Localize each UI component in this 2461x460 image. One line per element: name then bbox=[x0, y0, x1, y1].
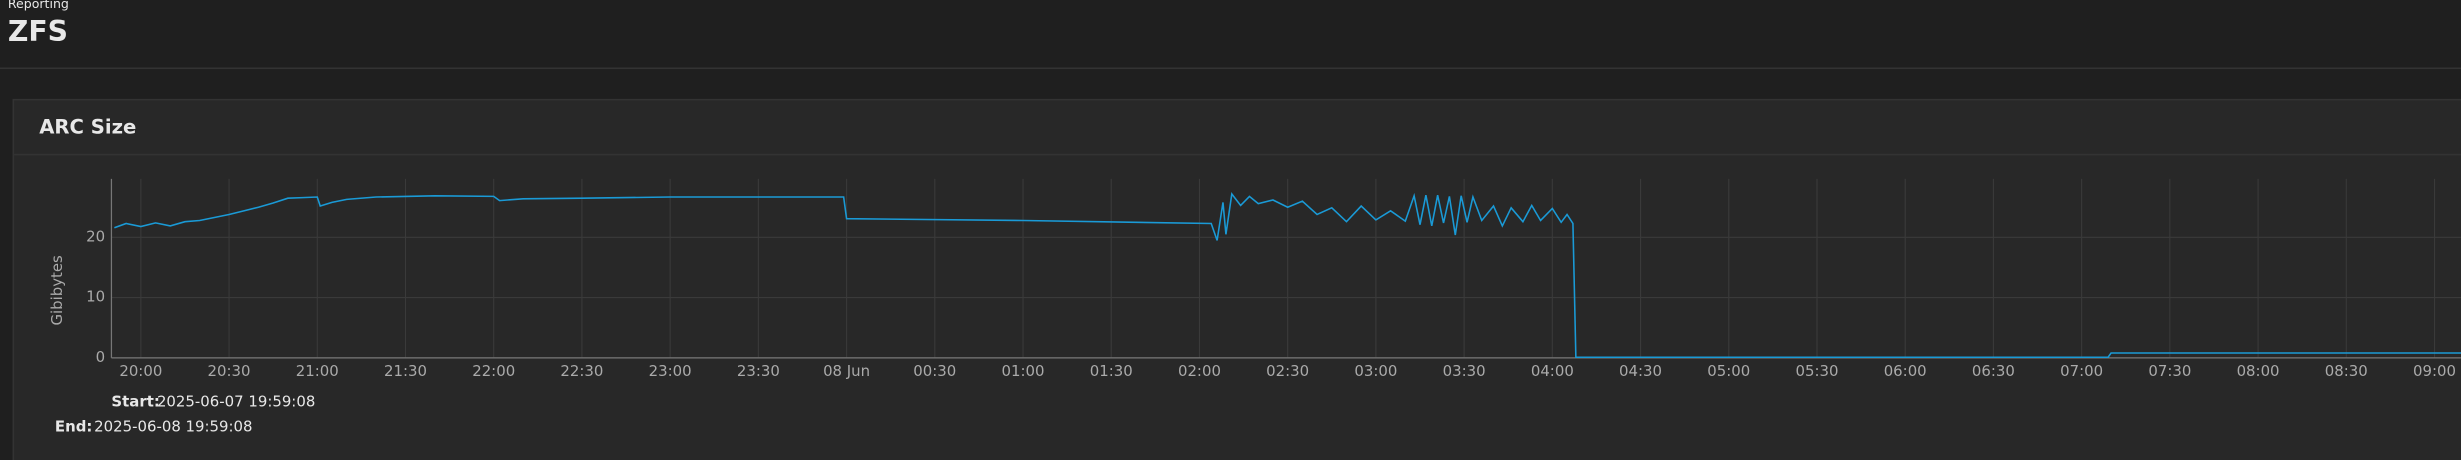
x-tick-label: 05:30 bbox=[1795, 362, 1838, 380]
x-tick-label: 01:00 bbox=[1002, 362, 1045, 380]
divider bbox=[0, 67, 2461, 70]
card-title: ARC Size bbox=[39, 114, 137, 139]
page-title: ZFS bbox=[7, 15, 68, 49]
x-tick-label: 06:30 bbox=[1972, 362, 2015, 380]
x-tick-label: 04:30 bbox=[1619, 362, 1662, 380]
x-tick-label: 00:30 bbox=[913, 362, 956, 380]
x-tick-label: 01:30 bbox=[1090, 362, 1133, 380]
x-tick-label: 08 Jun bbox=[823, 362, 870, 380]
data-line bbox=[114, 192, 2461, 359]
x-tick-label: 20:00 bbox=[119, 362, 162, 380]
breadcrumb: Reporting bbox=[7, 0, 69, 11]
start-value: 2025-06-07 19:59:08 bbox=[156, 393, 316, 412]
x-tick-label: 20:30 bbox=[208, 362, 251, 380]
x-tick-label: 23:30 bbox=[737, 362, 780, 380]
y-tick-label: 20 bbox=[86, 227, 105, 245]
x-tick-label: 03:00 bbox=[1354, 362, 1397, 380]
x-tick-label: 02:30 bbox=[1266, 362, 1309, 380]
x-tick-label: 03:30 bbox=[1443, 362, 1486, 380]
x-tick-label: 21:30 bbox=[384, 362, 427, 380]
x-tick-label: 21:00 bbox=[296, 362, 339, 380]
x-tick-label: 08:30 bbox=[2325, 362, 2368, 380]
card-divider bbox=[14, 153, 2461, 156]
x-tick-label: 08:00 bbox=[2237, 362, 2280, 380]
x-tick-label: 23:00 bbox=[649, 362, 692, 380]
x-tick-label: 05:00 bbox=[1707, 362, 1750, 380]
y-tick-label: 0 bbox=[96, 348, 105, 366]
x-tick-label: 22:00 bbox=[472, 362, 515, 380]
y-tick-label: 10 bbox=[86, 288, 105, 306]
x-tick-label: 22:30 bbox=[560, 362, 603, 380]
x-tick-label: 02:00 bbox=[1178, 362, 1221, 380]
x-tick-label: 07:30 bbox=[2148, 362, 2191, 380]
start-label: Start: bbox=[111, 393, 160, 412]
end-value: 2025-06-08 19:59:08 bbox=[94, 419, 253, 437]
x-tick-label: 06:00 bbox=[1884, 362, 1927, 380]
x-tick-label: 07:00 bbox=[2060, 362, 2103, 380]
y-axis-label: Gibibytes bbox=[48, 255, 66, 326]
end-label: End: bbox=[54, 419, 93, 437]
card bbox=[12, 98, 2461, 460]
x-tick-label: 04:00 bbox=[1531, 362, 1574, 380]
x-tick-label: 09:00 bbox=[2413, 362, 2456, 380]
